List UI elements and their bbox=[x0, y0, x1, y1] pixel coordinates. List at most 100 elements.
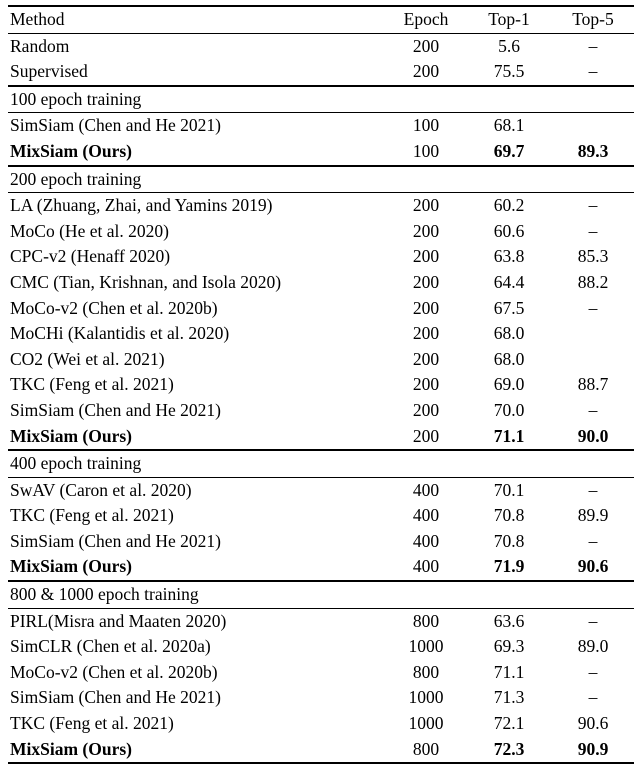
top5-cell: – bbox=[588, 297, 598, 318]
col-header-method: Method bbox=[8, 4, 386, 34]
table-row: MixSiam (Ours) 400 71.9 90.6 bbox=[8, 554, 634, 581]
table-row: MixSiam (Ours) 800 72.3 90.9 bbox=[8, 736, 634, 764]
top5-cell: – bbox=[588, 399, 598, 420]
method-cell: SimSiam (Chen and He 2021) bbox=[10, 399, 221, 420]
table-row: PIRL(Misra and Maaten 2020) 800 63.6 – bbox=[8, 608, 634, 634]
table-row: SimCLR (Chen et al. 2020a) 1000 69.3 89.0 bbox=[8, 634, 634, 660]
header-row: Method Epoch Top-1 Top-5 bbox=[8, 4, 634, 34]
table-row: SimSiam (Chen and He 2021) 400 70.8 – bbox=[8, 529, 634, 555]
method-cell: TKC (Feng et al. 2021) bbox=[10, 713, 174, 734]
method-cell: MoCo-v2 (Chen et al. 2020b) bbox=[10, 661, 218, 682]
epoch-cell: 400 bbox=[412, 479, 440, 500]
table-row: SwAV (Caron et al. 2020) 400 70.1 – bbox=[8, 477, 634, 503]
epoch-cell: 200 bbox=[412, 297, 440, 318]
epoch-cell: 400 bbox=[412, 556, 440, 577]
table-row: MixSiam (Ours) 100 69.7 89.3 bbox=[8, 139, 634, 166]
top5-cell: – bbox=[588, 479, 598, 500]
table-row: CMC (Tian, Krishnan, and Isola 2020) 200 6… bbox=[8, 270, 634, 296]
results-table: Method Epoch Top-1 Top-5 Random 200 5.6– Su… bbox=[8, 4, 634, 764]
table-row: TKC (Feng et al. 2021) 400 70.8 89.9 bbox=[8, 503, 634, 529]
top1-cell: 68.0 bbox=[493, 348, 525, 369]
section-label: 200 epoch training bbox=[8, 164, 634, 194]
table-row: Random 200 5.6 – bbox=[8, 33, 634, 59]
method-cell: SimCLR (Chen et al. 2020a) bbox=[10, 636, 211, 657]
top1-cell: 71.9 bbox=[493, 556, 525, 577]
method-cell: MoCo (He et al. 2020) bbox=[10, 220, 169, 241]
top5-cell: 90.9 bbox=[552, 736, 634, 764]
epoch-cell: 400 bbox=[412, 505, 440, 526]
top1-cell: 71.1 bbox=[493, 661, 525, 682]
top1-cell: 63.8 bbox=[493, 246, 525, 267]
method-cell: CO2 (Wei et al. 2021) bbox=[10, 348, 165, 369]
top1-cell: 5.6 bbox=[498, 35, 520, 56]
method-cell: CMC (Tian, Krishnan, and Isola 2020) bbox=[10, 271, 282, 292]
section-header-row: 200 epoch training bbox=[8, 164, 634, 194]
epoch-cell: 200 bbox=[412, 61, 440, 82]
top5-cell: 90.6 bbox=[577, 556, 609, 577]
top1-cell: 70.8 bbox=[493, 505, 525, 526]
top5-cell: – bbox=[588, 61, 598, 82]
top5-cell bbox=[552, 321, 634, 347]
top1-cell: 60.2 bbox=[493, 195, 525, 216]
top1-cell: 70.8 bbox=[493, 530, 525, 551]
epoch-cell: 200 bbox=[412, 323, 440, 344]
top5-cell: 88.2 bbox=[577, 271, 609, 292]
method-cell: TKC (Feng et al. 2021) bbox=[10, 374, 174, 395]
table-header: Method Epoch Top-1 Top-5 bbox=[8, 4, 634, 34]
section-header-row: 400 epoch training bbox=[8, 449, 634, 478]
top1-cell: 72.3 bbox=[466, 736, 552, 764]
top1-cell: 69.0 bbox=[493, 374, 525, 395]
method-cell: MixSiam (Ours) bbox=[10, 140, 133, 161]
top1-cell: 70.1 bbox=[493, 479, 525, 500]
epoch-cell: 200 bbox=[412, 246, 440, 267]
top5-cell: – bbox=[588, 661, 598, 682]
method-cell: Supervised bbox=[10, 61, 88, 82]
epoch-cell: 200 bbox=[412, 399, 440, 420]
method-cell: PIRL(Misra and Maaten 2020) bbox=[10, 610, 227, 631]
method-cell: SimSiam (Chen and He 2021) bbox=[10, 530, 221, 551]
table-row: MixSiam (Ours) 200 71.1 90.0 bbox=[8, 424, 634, 451]
epoch-cell: 200 bbox=[412, 425, 440, 446]
top5-cell: – bbox=[588, 530, 598, 551]
col-header-top1: Top-1 bbox=[466, 4, 552, 34]
table-row: SimSiam (Chen and He 2021) 100 68.1 bbox=[8, 113, 634, 139]
top5-cell bbox=[552, 113, 634, 139]
top5-cell: 89.9 bbox=[577, 505, 609, 526]
top1-cell: 68.1 bbox=[493, 115, 525, 136]
epoch-cell: 1000 bbox=[408, 687, 444, 708]
table-row: MoCo (He et al. 2020) 200 60.6 – bbox=[8, 219, 634, 245]
method-cell: LA (Zhuang, Zhai, and Yamins 2019) bbox=[10, 195, 273, 216]
top5-cell bbox=[552, 347, 634, 373]
top1-cell: 64.4 bbox=[493, 271, 525, 292]
table-row: Supervised 200 75.5 – bbox=[8, 59, 634, 86]
top5-cell: – bbox=[588, 35, 598, 56]
epoch-cell: 1000 bbox=[408, 636, 444, 657]
section-header-row: 100 epoch training bbox=[8, 84, 634, 114]
method-cell: MoCo-v2 (Chen et al. 2020b) bbox=[10, 297, 218, 318]
top1-cell: 67.5 bbox=[493, 297, 525, 318]
epoch-cell: 200 bbox=[412, 220, 440, 241]
top5-cell: – bbox=[588, 195, 598, 216]
method-cell: SwAV (Caron et al. 2020) bbox=[10, 479, 192, 500]
table-row: MoCo-v2 (Chen et al. 2020b) 800 71.1 – bbox=[8, 660, 634, 686]
top1-cell: 69.3 bbox=[493, 636, 525, 657]
top5-cell: 89.0 bbox=[577, 636, 609, 657]
method-cell: CPC-v2 (Henaff 2020) bbox=[10, 246, 171, 267]
epoch-cell: 1000 bbox=[408, 713, 444, 734]
method-cell: SimSiam (Chen and He 2021) bbox=[10, 687, 221, 708]
top1-cell: 60.6 bbox=[493, 220, 525, 241]
table-row: LA (Zhuang, Zhai, and Yamins 2019) 200 60.… bbox=[8, 193, 634, 219]
table-row: SimSiam (Chen and He 2021) 1000 71.3 – bbox=[8, 685, 634, 711]
epoch-cell: 200 bbox=[412, 35, 440, 56]
table-row: MoCHi (Kalantidis et al. 2020) 200 68.0 bbox=[8, 321, 634, 347]
method-cell: SimSiam (Chen and He 2021) bbox=[10, 115, 221, 136]
section-label: 800 & 1000 epoch training bbox=[8, 580, 634, 609]
top1-cell: 75.5 bbox=[493, 61, 525, 82]
top1-cell: 71.3 bbox=[493, 687, 525, 708]
top5-cell: – bbox=[588, 220, 598, 241]
method-cell: TKC (Feng et al. 2021) bbox=[10, 505, 174, 526]
method-cell: MixSiam (Ours) bbox=[8, 736, 386, 764]
top1-cell: 71.1 bbox=[493, 425, 525, 446]
top5-cell: – bbox=[588, 687, 598, 708]
